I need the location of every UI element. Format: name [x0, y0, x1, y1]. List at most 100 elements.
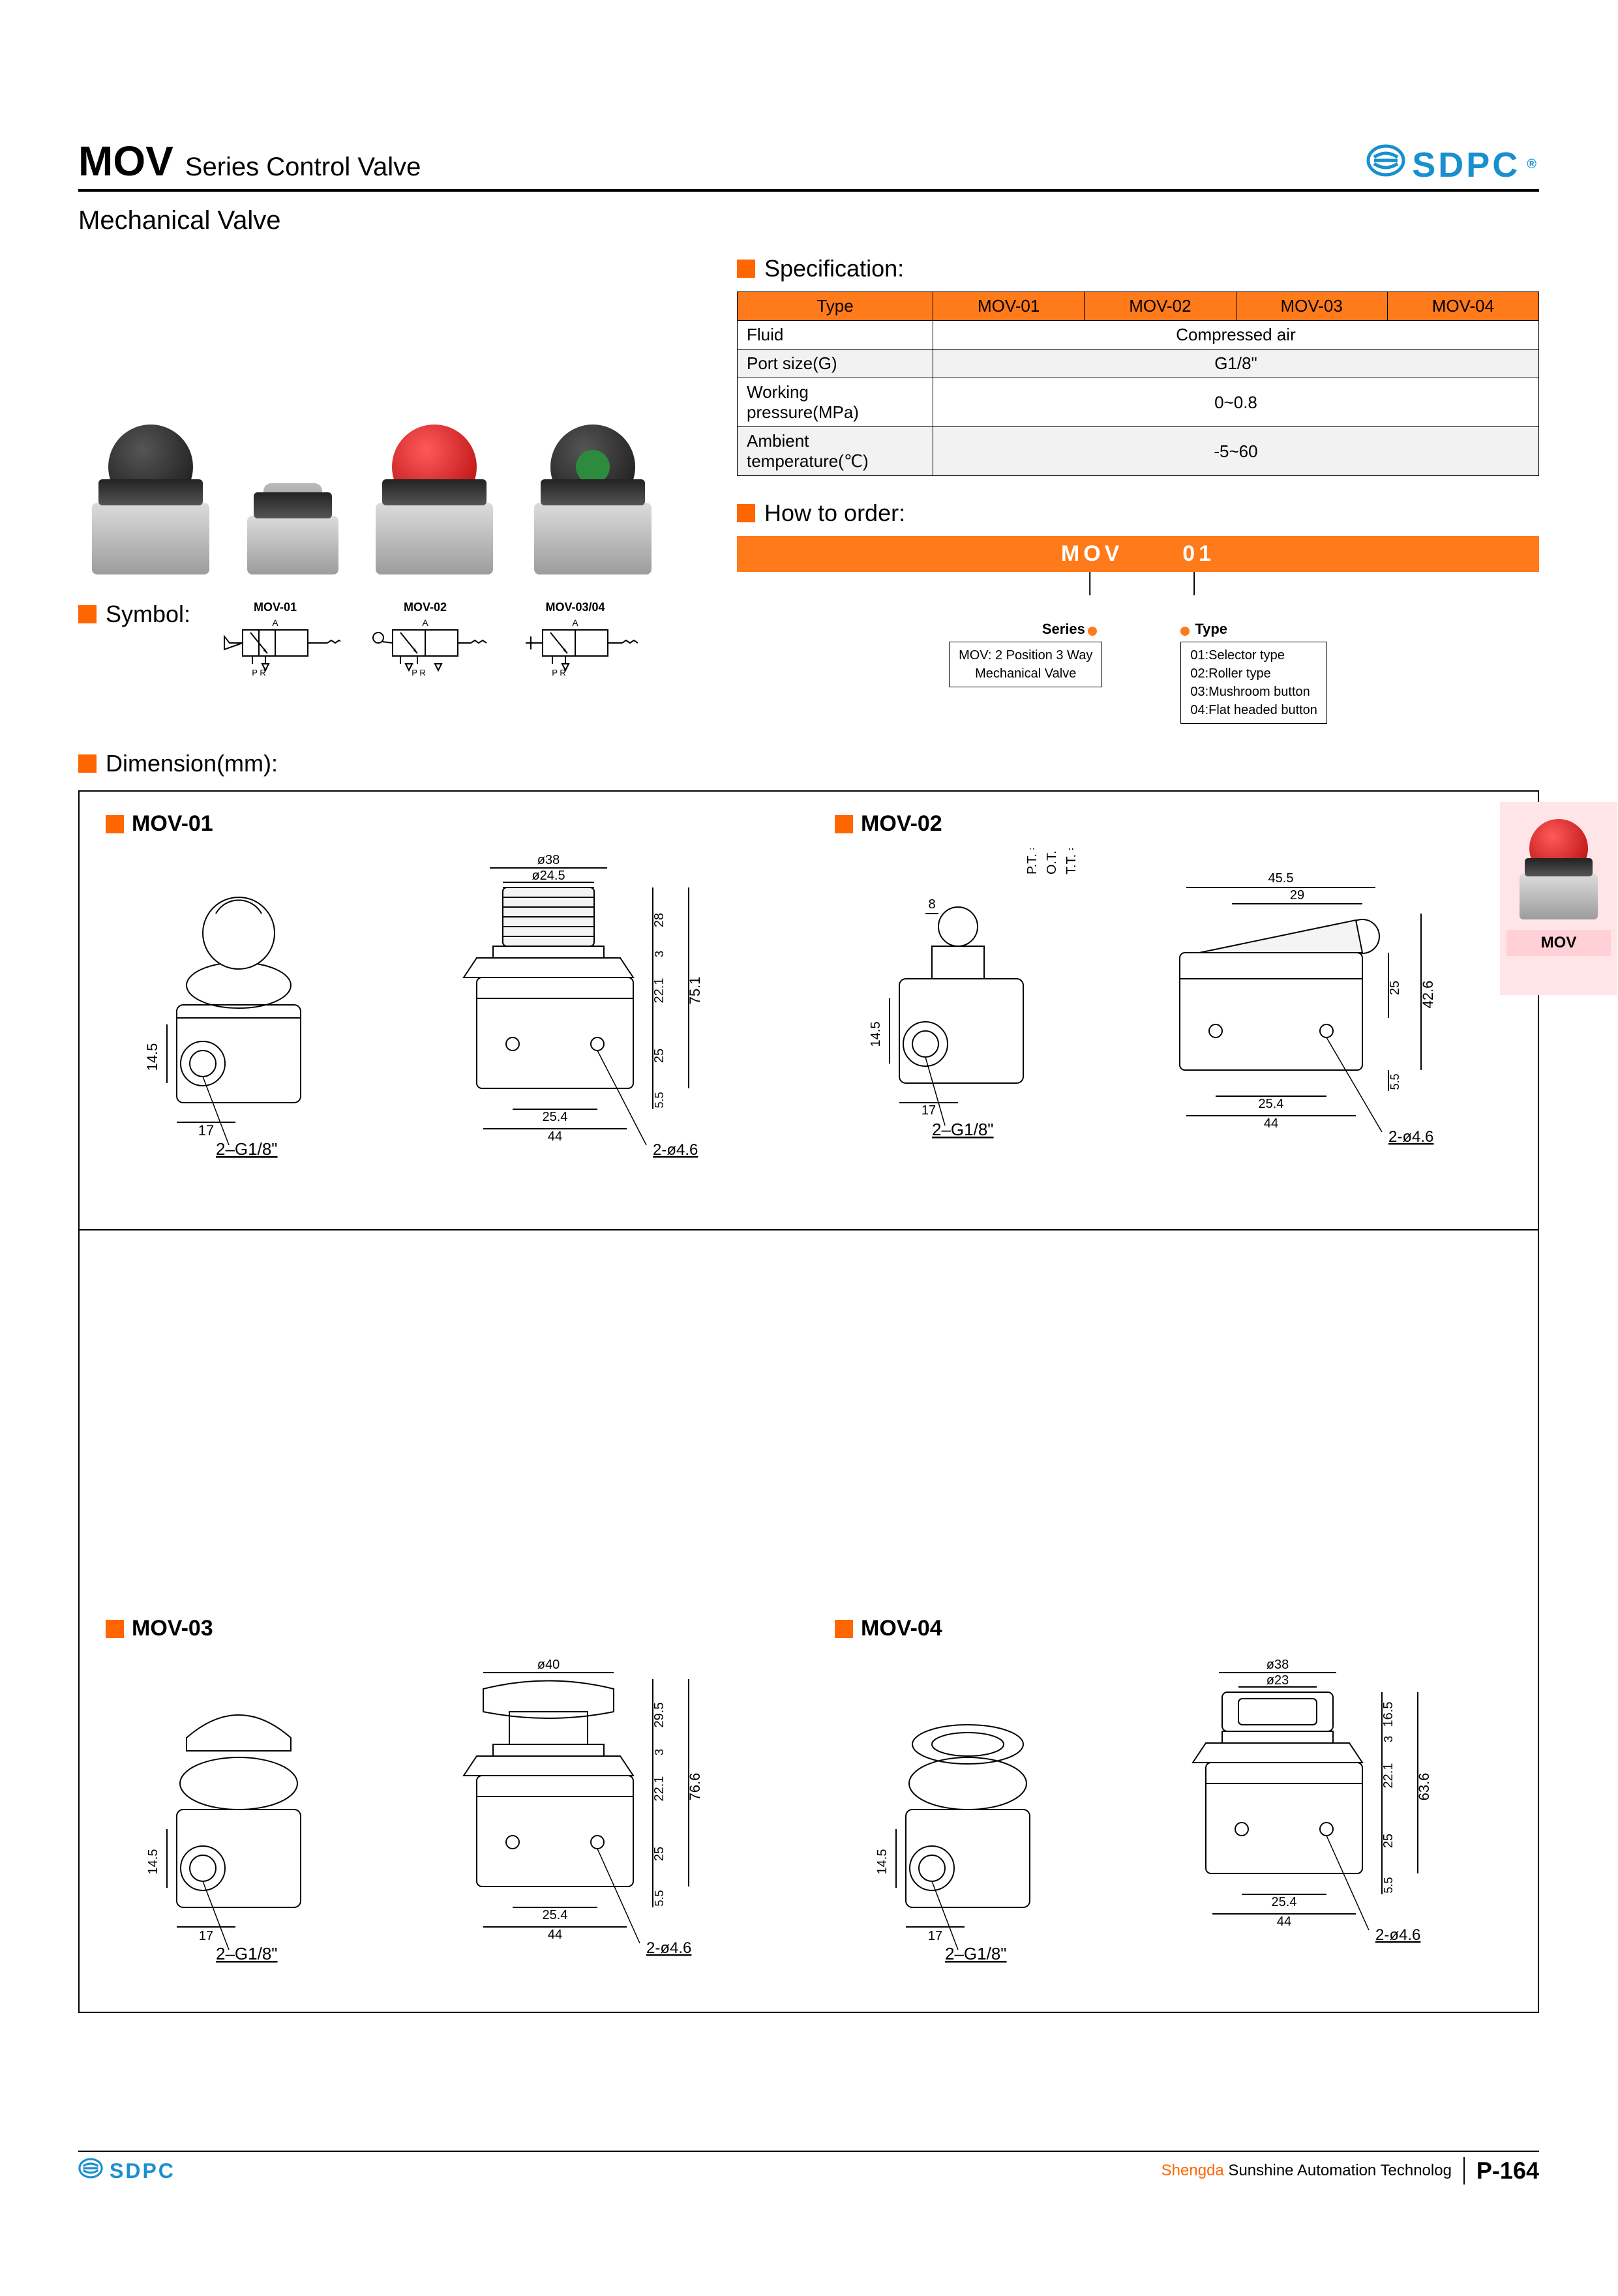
top-left-col: Symbol: MOV-01 A	[78, 255, 711, 724]
footer-company: Shengda Sunshine Automation Technolog	[1161, 2162, 1452, 2180]
title-sub: Series Control Valve	[185, 153, 421, 182]
order-type-box: 01:Selector type 02:Roller type 03:Mushr…	[1180, 642, 1327, 724]
spec-h0: Type	[738, 292, 933, 321]
svg-text:17: 17	[928, 1929, 942, 1943]
svg-text:5.5: 5.5	[1382, 1877, 1395, 1893]
order-code-series: MOV	[1061, 541, 1123, 566]
svg-text:44: 44	[548, 1129, 562, 1144]
page-header: MOV Series Control Valve SDPC ®	[78, 137, 1539, 192]
dim-title: MOV-02	[861, 811, 942, 837]
svg-text:3: 3	[653, 1749, 666, 1755]
orange-square-icon	[106, 1620, 124, 1638]
svg-text:8: 8	[928, 897, 935, 912]
product-photo-roller	[244, 431, 342, 574]
spec-row: Ambient temperature(℃) -5~60	[738, 427, 1539, 476]
svg-text:2-ø4.6: 2-ø4.6	[1388, 1128, 1433, 1146]
orange-square-icon	[835, 1620, 853, 1638]
svg-text:44: 44	[1277, 1915, 1291, 1929]
dimension-frame: MOV-01 17	[78, 790, 1539, 2013]
product-photo-mushroom	[369, 353, 500, 574]
svg-text:5.5: 5.5	[1388, 1073, 1401, 1090]
svg-text:A: A	[422, 618, 428, 628]
order-type-cell: Type 01:Selector type 02:Roller type 03:…	[1180, 621, 1327, 724]
spec-h4: MOV-04	[1387, 292, 1538, 321]
symbol-heading: Symbol:	[78, 601, 190, 628]
dim-port: 2–G1/8"	[216, 1139, 278, 1159]
dimension-grid: MOV-01 17	[106, 811, 1512, 1992]
svg-text:ø38: ø38	[537, 853, 560, 867]
svg-text:ø23: ø23	[1266, 1673, 1289, 1688]
orange-square-icon	[78, 605, 97, 623]
svg-text:P.T. = 4.9: P.T. = 4.9	[1025, 848, 1040, 874]
header-title: MOV Series Control Valve	[78, 137, 421, 185]
dim-port: 2–G1/8"	[932, 1120, 994, 1139]
svg-text:P R: P R	[252, 668, 265, 677]
product-photo-flat	[528, 353, 658, 574]
dim-cell-mov01: MOV-01 17	[106, 811, 783, 1187]
order-series-cell: Series MOV: 2 Position 3 Way Mechanical …	[949, 621, 1102, 724]
spec-table: Type MOV-01 MOV-02 MOV-03 MOV-04 Fluid C…	[737, 291, 1539, 476]
orange-square-icon	[737, 260, 755, 278]
svg-text:2-ø4.6: 2-ø4.6	[646, 1939, 691, 1957]
svg-text:3: 3	[653, 951, 666, 957]
svg-text:5.5: 5.5	[653, 1092, 666, 1108]
spec-header-row: Type MOV-01 MOV-02 MOV-03 MOV-04	[738, 292, 1539, 321]
svg-text:25: 25	[652, 1049, 667, 1063]
dim-title: MOV-04	[861, 1616, 942, 1641]
brand-name: SDPC	[1412, 145, 1520, 185]
symbol-mov01: MOV-01 A P R	[210, 601, 340, 680]
svg-text:17: 17	[198, 1122, 214, 1139]
svg-text:25: 25	[1381, 1834, 1396, 1848]
svg-text:44: 44	[1264, 1116, 1278, 1131]
svg-text:29: 29	[1290, 888, 1304, 902]
dim-port: 2–G1/8"	[945, 1944, 1007, 1963]
brand-icon	[1366, 144, 1405, 185]
side-tab-photo	[1516, 815, 1601, 919]
svg-text:2-ø4.6: 2-ø4.6	[1375, 1926, 1420, 1944]
svg-text:17: 17	[921, 1103, 936, 1118]
svg-text:ø24.5: ø24.5	[532, 869, 565, 883]
svg-text:A: A	[272, 618, 278, 628]
orange-square-icon	[106, 815, 124, 833]
dim-cell-mov02: MOV-02 8 14.5 17 P.T. = 4.9	[835, 811, 1512, 1187]
order-series-box: MOV: 2 Position 3 Way Mechanical Valve	[949, 642, 1102, 687]
dimension-heading-text: Dimension(mm):	[106, 750, 278, 777]
svg-text:17: 17	[199, 1929, 213, 1943]
side-tab-label: MOV	[1506, 930, 1611, 956]
spec-row: Fluid Compressed air	[738, 321, 1539, 350]
svg-text:2-ø4.6: 2-ø4.6	[653, 1141, 698, 1159]
orange-square-icon	[78, 754, 97, 773]
svg-text:28: 28	[652, 913, 667, 927]
svg-text:P R: P R	[412, 668, 425, 677]
svg-text:P R: P R	[552, 668, 565, 677]
spec-h2: MOV-02	[1085, 292, 1236, 321]
orange-square-icon	[737, 504, 755, 522]
order-heading: How to order:	[737, 499, 1539, 527]
dim-title: MOV-01	[132, 811, 213, 837]
svg-text:16.5: 16.5	[1381, 1702, 1396, 1727]
dim-drawing-mov01: 17 14.5 2–G1/8" ø38 ø24.5	[106, 848, 783, 1187]
dim-port: 2–G1/8"	[216, 1944, 278, 1963]
dim-title: MOV-03	[132, 1616, 213, 1641]
orange-dot-icon	[1180, 627, 1190, 636]
svg-text:29.5: 29.5	[652, 1703, 667, 1728]
svg-text:22.1: 22.1	[1381, 1763, 1396, 1789]
page-footer: SDPC Shengda Sunshine Automation Technol…	[78, 2151, 1539, 2184]
svg-text:ø38: ø38	[1266, 1658, 1289, 1672]
svg-text:T.T. = 6.5: T.T. = 6.5	[1064, 848, 1079, 874]
spec-h3: MOV-03	[1236, 292, 1387, 321]
spec-row: Port size(G) G1/8"	[738, 350, 1539, 378]
dim-cell-mov04: MOV-04 14.5 17 2–G1/8"	[835, 1616, 1512, 1992]
order-type-label: Type	[1195, 621, 1227, 637]
product-photo-selector	[85, 353, 216, 574]
top-row: Symbol: MOV-01 A	[78, 255, 1539, 724]
dim-drawing-mov02: 8 14.5 17 P.T. = 4.9 O.T. = 1.6 T.T. = 6…	[835, 848, 1512, 1187]
spec-heading-text: Specification:	[764, 255, 904, 282]
footer-logo: SDPC	[78, 2158, 175, 2184]
svg-text:ø40: ø40	[537, 1658, 560, 1672]
svg-text:25: 25	[1388, 981, 1402, 995]
svg-text:14.5: 14.5	[869, 1022, 883, 1047]
dimension-heading: Dimension(mm):	[78, 750, 1539, 777]
svg-text:25.4: 25.4	[1272, 1895, 1297, 1909]
orange-square-icon	[835, 815, 853, 833]
